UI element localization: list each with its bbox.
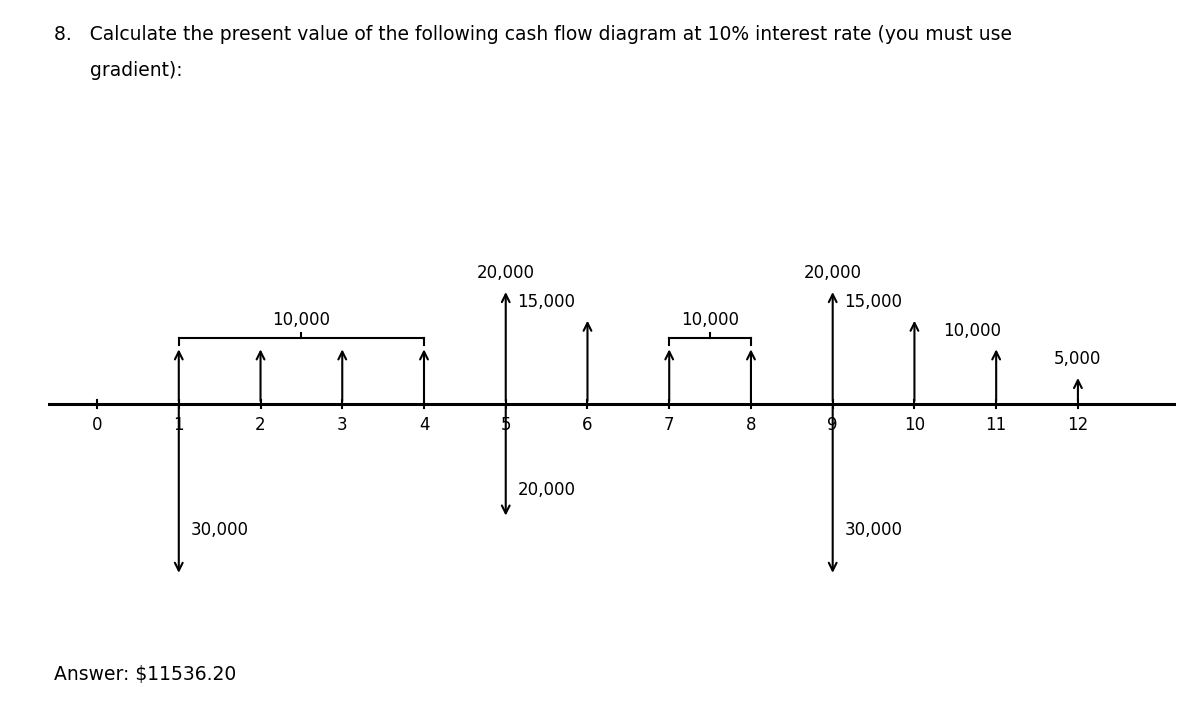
Text: 8.   Calculate the present value of the following cash flow diagram at 10% inter: 8. Calculate the present value of the fo… bbox=[54, 25, 1012, 44]
Text: 12: 12 bbox=[1067, 417, 1088, 435]
Text: 30,000: 30,000 bbox=[845, 521, 902, 539]
Text: 15,000: 15,000 bbox=[517, 293, 576, 311]
Text: 11: 11 bbox=[985, 417, 1007, 435]
Text: 6: 6 bbox=[582, 417, 593, 435]
Text: 20,000: 20,000 bbox=[518, 480, 576, 499]
Text: 5: 5 bbox=[500, 417, 511, 435]
Text: 20,000: 20,000 bbox=[476, 264, 535, 282]
Text: Answer: $11536.20: Answer: $11536.20 bbox=[54, 664, 236, 684]
Text: 0: 0 bbox=[91, 417, 102, 435]
Text: 4: 4 bbox=[419, 417, 430, 435]
Text: 2: 2 bbox=[256, 417, 266, 435]
Text: gradient):: gradient): bbox=[54, 61, 182, 80]
Text: 8: 8 bbox=[745, 417, 756, 435]
Text: 10,000: 10,000 bbox=[272, 311, 330, 329]
Text: 30,000: 30,000 bbox=[191, 521, 250, 539]
Text: 20,000: 20,000 bbox=[804, 264, 862, 282]
Text: 3: 3 bbox=[337, 417, 348, 435]
Text: 10: 10 bbox=[904, 417, 925, 435]
Text: 10,000: 10,000 bbox=[943, 321, 1001, 339]
Text: 9: 9 bbox=[828, 417, 838, 435]
Text: 7: 7 bbox=[664, 417, 674, 435]
Text: 5,000: 5,000 bbox=[1055, 350, 1102, 368]
Text: 15,000: 15,000 bbox=[845, 293, 902, 311]
Text: 1: 1 bbox=[174, 417, 184, 435]
Text: 10,000: 10,000 bbox=[682, 311, 739, 329]
